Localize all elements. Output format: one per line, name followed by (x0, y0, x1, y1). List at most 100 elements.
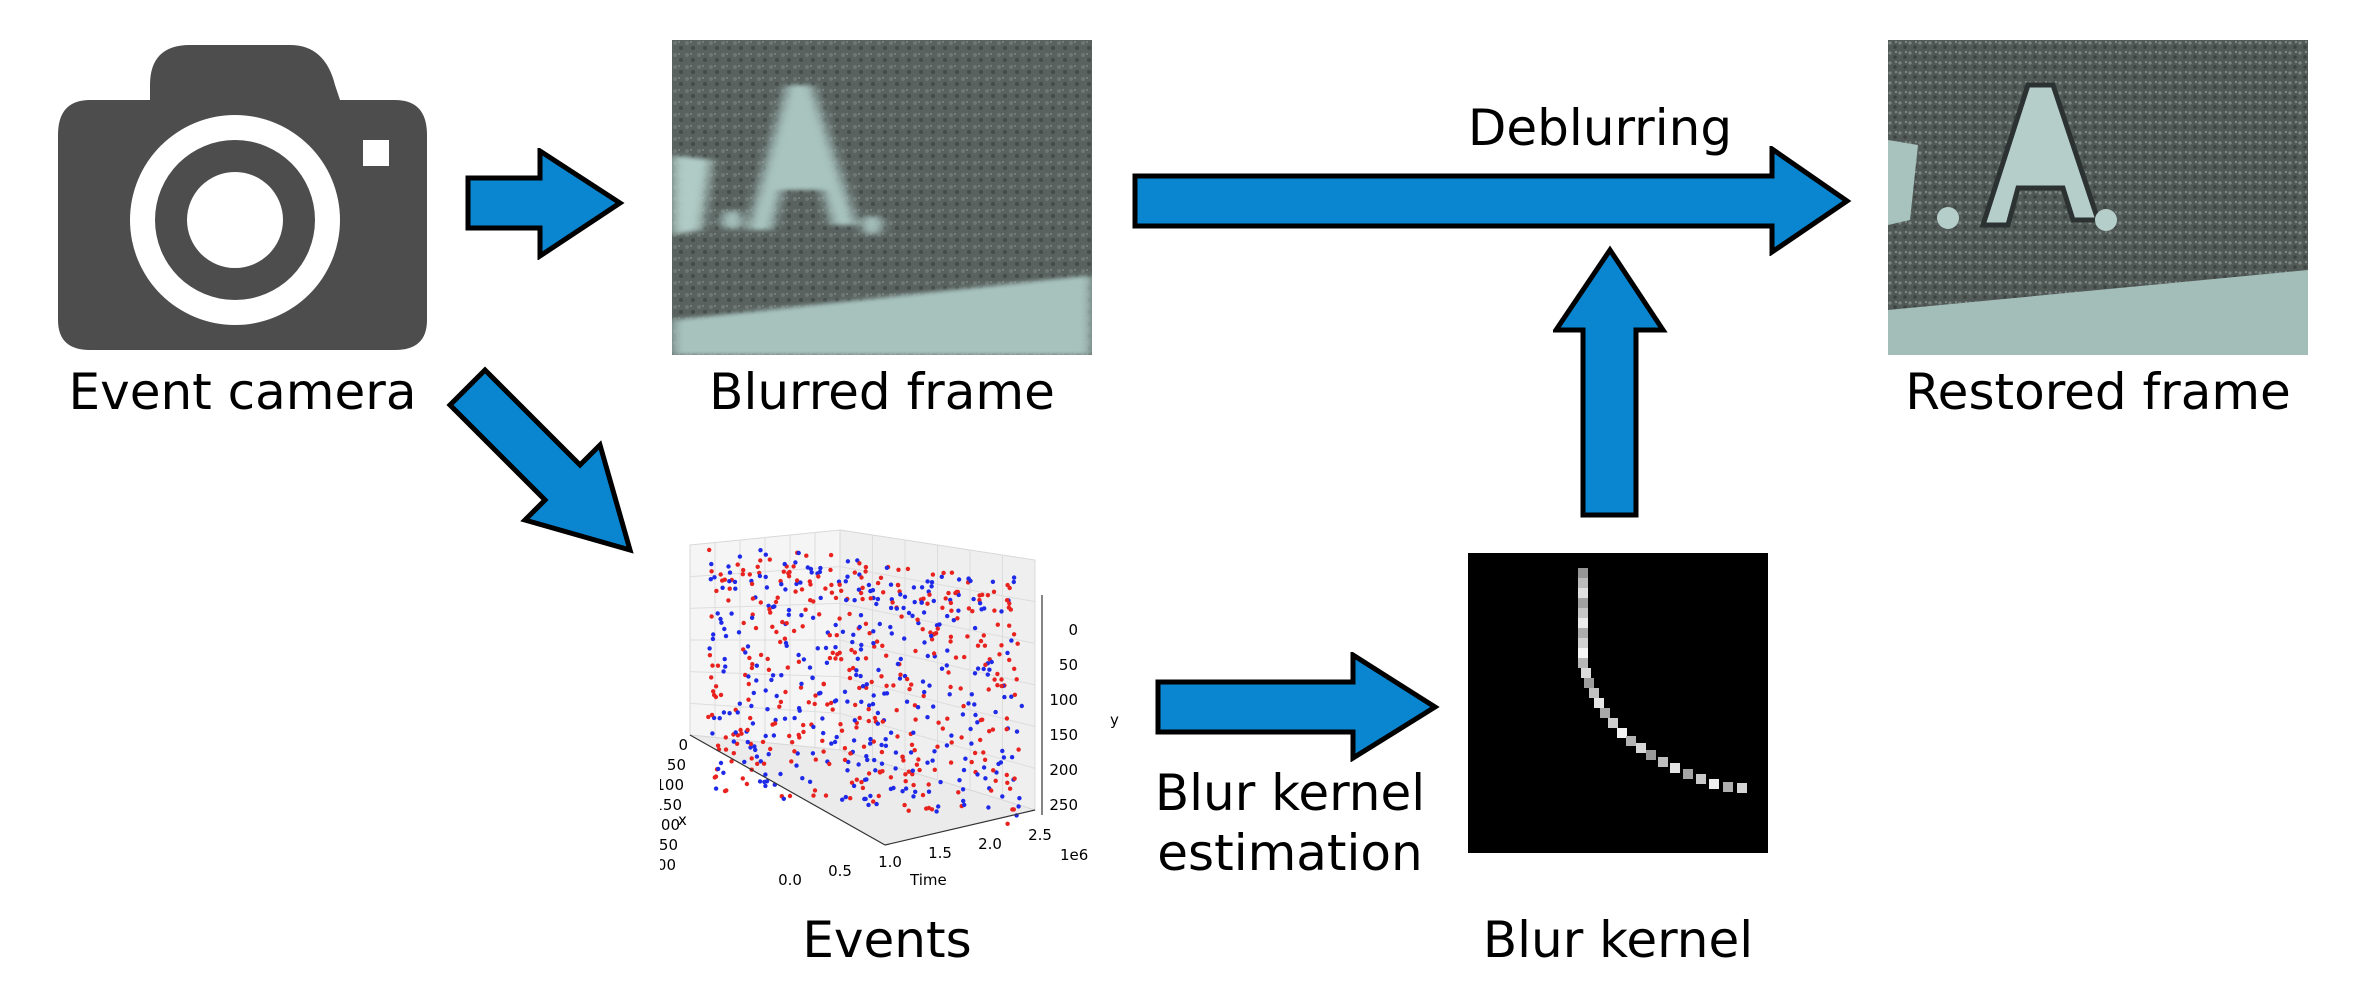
event-point (875, 596, 881, 602)
grid-line (689, 702, 841, 714)
tick-label: 1.5 (928, 844, 952, 862)
tick-label: 150 (660, 796, 682, 814)
event-point (930, 572, 936, 577)
event-point (846, 759, 851, 765)
event-point (904, 699, 910, 704)
event-point (922, 689, 927, 695)
event-point (969, 759, 974, 765)
blur-kernel-image (1468, 553, 1768, 853)
event-point (937, 622, 942, 627)
event-point (983, 776, 988, 781)
event-point (844, 597, 849, 603)
event-point (1014, 677, 1019, 682)
event-point (993, 778, 998, 783)
event-point (721, 770, 726, 775)
event-point (891, 785, 896, 791)
event-point (722, 626, 727, 632)
event-point (975, 666, 981, 671)
tick-label: 0 (678, 736, 688, 754)
event-point (830, 650, 835, 655)
event-point (710, 663, 715, 668)
event-point (794, 578, 800, 583)
event-point (794, 763, 799, 768)
event-point (833, 656, 838, 661)
event-point (869, 679, 874, 685)
event-point (755, 564, 760, 569)
event-point (708, 577, 713, 582)
event-point (981, 765, 987, 770)
event-point (821, 730, 826, 736)
event-point (888, 582, 894, 587)
event-point (929, 580, 935, 585)
event-point (864, 682, 869, 687)
event-point (910, 772, 915, 777)
event-point (871, 739, 876, 744)
event-point (813, 693, 818, 698)
event-point (940, 605, 945, 610)
event-point (1000, 748, 1005, 754)
event-point (810, 751, 816, 756)
event-point (978, 638, 984, 644)
event-point (960, 712, 966, 717)
event-point (929, 637, 935, 642)
event-point (849, 647, 854, 653)
event-point (1008, 607, 1013, 612)
event-point (921, 610, 927, 615)
event-point (827, 633, 832, 638)
event-point (1017, 796, 1022, 801)
event-point (874, 601, 879, 607)
tick-label: 200 (660, 816, 680, 834)
event-point (780, 619, 785, 625)
event-point (847, 611, 852, 617)
event-point (1007, 585, 1012, 591)
kernel-pixel (1578, 598, 1588, 608)
event-point (857, 685, 862, 691)
event-point (912, 748, 917, 753)
event-point (747, 572, 752, 577)
event-point (930, 758, 935, 763)
event-point (766, 603, 771, 608)
event-point (709, 569, 714, 574)
event-point (985, 593, 991, 598)
event-point (758, 652, 764, 658)
event-point (829, 741, 834, 746)
event-point (709, 675, 714, 680)
event-point (861, 744, 867, 749)
event-point (901, 605, 906, 611)
event-point (913, 717, 918, 722)
event-point (763, 552, 768, 557)
kernel-pixel (1578, 638, 1588, 648)
event-point (1011, 579, 1016, 585)
event-point (843, 579, 848, 584)
event-point (833, 595, 839, 601)
event-point (960, 787, 966, 792)
arrow-events-to-kernel (1155, 652, 1440, 762)
event-point (866, 582, 872, 588)
event-point (963, 756, 968, 761)
event-point (949, 608, 954, 613)
kernel-pixel (1578, 608, 1588, 618)
blurred-frame-image (672, 40, 1092, 355)
event-point (852, 598, 857, 603)
event-point (811, 724, 816, 730)
event-point (946, 670, 951, 675)
event-point (946, 590, 951, 596)
event-point (839, 728, 845, 733)
event-point (981, 666, 986, 672)
event-point (850, 639, 855, 645)
event-point (857, 624, 862, 630)
event-point (832, 739, 838, 745)
event-point (962, 654, 967, 660)
event-point (917, 767, 922, 773)
kernel-pixel (1696, 774, 1706, 784)
tick-label: 100 (660, 776, 684, 794)
event-point (748, 741, 754, 747)
event-point (847, 667, 852, 673)
event-point (1015, 641, 1020, 646)
event-point (853, 702, 858, 708)
event-point (949, 570, 955, 575)
event-point (972, 702, 977, 707)
event-point (817, 569, 823, 575)
event-point (868, 793, 873, 799)
event-point (902, 594, 908, 599)
